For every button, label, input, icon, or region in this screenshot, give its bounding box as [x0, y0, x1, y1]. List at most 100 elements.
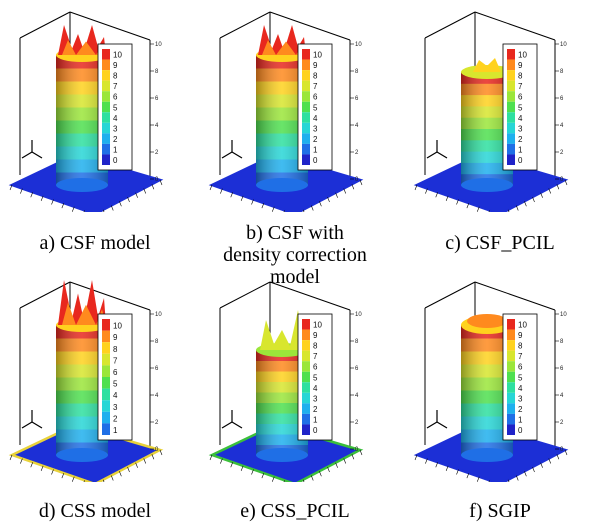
legend-swatch	[102, 330, 110, 343]
legend-label: 3	[313, 394, 318, 403]
legend-swatch	[102, 143, 110, 155]
legend-label: 4	[313, 114, 318, 123]
legend-swatch	[302, 424, 310, 435]
z-tick-label: 6	[155, 366, 159, 372]
legend-swatch	[102, 91, 110, 102]
legend-label: 1	[518, 145, 523, 154]
legend-label: 4	[313, 384, 318, 393]
legend-label: 7	[518, 82, 523, 91]
z-tick-label: 0	[560, 447, 564, 453]
z-axis-labels: 10 8 6 4 2 0	[555, 42, 567, 183]
legend-label: 8	[313, 72, 318, 81]
legend-label: 6	[518, 93, 523, 102]
legend-swatch	[302, 403, 310, 414]
legend-label: 9	[518, 61, 523, 70]
caption-a: a) CSF model	[39, 232, 151, 254]
legend-swatch	[507, 59, 515, 71]
legend-label: 3	[113, 403, 118, 412]
legend-swatch	[102, 70, 110, 81]
z-tick-label: 8	[560, 339, 564, 345]
legend-swatch	[507, 319, 515, 330]
z-tick-label: 6	[560, 96, 564, 102]
z-tick-label: 2	[355, 150, 359, 156]
floor-ticks	[209, 449, 363, 482]
z-tick-label: 10	[560, 312, 567, 318]
caption-f: f) SGIP	[469, 500, 531, 522]
panel-d: 10 8 6 4 2 0 10 9 8 7 6 5 4 3 2 1 d) CSS model	[0, 270, 190, 522]
z-axis-labels: 10 8 6 4 2 0	[350, 42, 362, 183]
legend-label: 6	[313, 93, 318, 102]
legend-swatch	[302, 413, 310, 425]
legend-label: 0	[313, 426, 318, 435]
legend-swatch	[102, 319, 110, 331]
z-tick-label: 8	[155, 339, 159, 345]
surface-peaks	[56, 25, 108, 62]
legend-swatch	[507, 413, 515, 425]
legend-swatch	[102, 101, 110, 113]
legend-swatch	[507, 154, 515, 165]
z-tick-label: 2	[560, 150, 564, 156]
legend-swatch	[507, 101, 515, 113]
legend-swatch	[102, 388, 110, 401]
floor-ticks	[209, 179, 363, 212]
surface-peaks	[256, 310, 308, 357]
legend-swatch	[302, 340, 310, 351]
legend-label: 4	[518, 114, 523, 123]
z-tick-label: 2	[560, 420, 564, 426]
legend-label: 1	[113, 145, 118, 154]
legend-label: 8	[518, 72, 523, 81]
legend-label: 10	[313, 51, 322, 60]
legend-swatch	[302, 91, 310, 102]
legend-swatch	[507, 371, 515, 383]
legend-swatch	[507, 122, 515, 134]
legend-label: 0	[113, 156, 118, 165]
caption-b: b) CSF with density correction model	[223, 222, 367, 288]
legend-swatch	[302, 80, 310, 92]
legend-label: 1	[313, 145, 318, 154]
legend-swatch	[302, 122, 310, 134]
legend-label: 10	[113, 51, 122, 60]
panel-e: 10 8 6 4 2 0 10 9 8 7 6 5 4 3 2 1 0 e) CSS_PCIL	[200, 270, 390, 522]
legend-swatch	[507, 112, 515, 123]
legend-swatch	[102, 377, 110, 389]
legend-label: 5	[113, 103, 118, 112]
z-axis-labels: 10 8 6 4 2 0	[350, 312, 362, 453]
legend-label: 8	[518, 342, 523, 351]
legend-swatch	[507, 329, 515, 341]
legend-label: 7	[518, 352, 523, 361]
z-tick-label: 6	[355, 96, 359, 102]
legend-swatch	[507, 70, 515, 81]
legend-label: 1	[313, 415, 318, 424]
legend-label: 0	[313, 156, 318, 165]
legend-swatch	[102, 154, 110, 165]
floor-ticks	[414, 449, 568, 482]
legend-label: 7	[313, 352, 318, 361]
legend-swatch	[507, 424, 515, 435]
axis-triad-icon	[221, 410, 243, 429]
z-tick-label: 6	[355, 366, 359, 372]
color-legend: 10 9 8 7 6 5 4 3 2 1	[97, 313, 133, 441]
z-tick-label: 0	[355, 177, 359, 183]
z-tick-label: 8	[355, 69, 359, 75]
surface-peaks	[461, 314, 513, 334]
legend-label: 9	[518, 331, 523, 340]
legend-swatch	[102, 342, 110, 354]
z-tick-label: 8	[155, 69, 159, 75]
z-tick-label: 4	[355, 393, 359, 399]
legend-label: 4	[113, 114, 118, 123]
legend-label: 2	[113, 135, 118, 144]
legend-swatch	[507, 49, 515, 60]
legend-swatch	[507, 143, 515, 155]
legend-swatch	[507, 361, 515, 372]
z-tick-label: 10	[560, 42, 567, 48]
legend-label: 10	[113, 322, 122, 331]
legend-swatch	[102, 59, 110, 71]
legend-swatch	[102, 423, 110, 435]
legend-swatch	[302, 382, 310, 393]
